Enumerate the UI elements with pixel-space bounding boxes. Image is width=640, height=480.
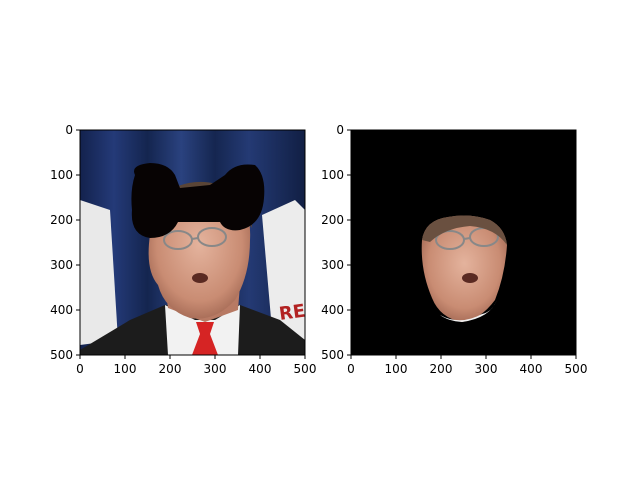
y-tick-label: 0 xyxy=(65,123,73,137)
axes-frame-2 xyxy=(350,129,577,356)
y-tick-label: 400 xyxy=(50,303,73,317)
panel-original-image: RE xyxy=(79,129,307,356)
x-tick-label: 200 xyxy=(430,362,453,376)
y-tick-label: 500 xyxy=(50,348,73,362)
axes-frame-1 xyxy=(79,129,306,356)
y-tick-label: 400 xyxy=(321,303,344,317)
x-tick-label: 100 xyxy=(114,362,137,376)
y-tick-label: 500 xyxy=(321,348,344,362)
y-tick-label: 0 xyxy=(336,123,344,137)
panel-masked-face-image xyxy=(350,129,577,356)
x-tick-label: 400 xyxy=(249,362,272,376)
x-tick-label: 100 xyxy=(385,362,408,376)
y-tick-label: 200 xyxy=(50,213,73,227)
y-tick-label: 100 xyxy=(321,168,344,182)
x-tick-label: 400 xyxy=(520,362,543,376)
y-tick-label: 300 xyxy=(321,258,344,272)
x-tick-label: 0 xyxy=(347,362,355,376)
x-tick-label: 500 xyxy=(565,362,588,376)
y-tick-label: 100 xyxy=(50,168,73,182)
x-tick-label: 300 xyxy=(204,362,227,376)
x-tick-label: 300 xyxy=(475,362,498,376)
svg-text:RE: RE xyxy=(278,301,307,325)
y-tick-label: 200 xyxy=(321,213,344,227)
x-tick-label: 0 xyxy=(76,362,84,376)
y-tick-label: 300 xyxy=(50,258,73,272)
x-tick-label: 500 xyxy=(294,362,317,376)
x-tick-label: 200 xyxy=(159,362,182,376)
